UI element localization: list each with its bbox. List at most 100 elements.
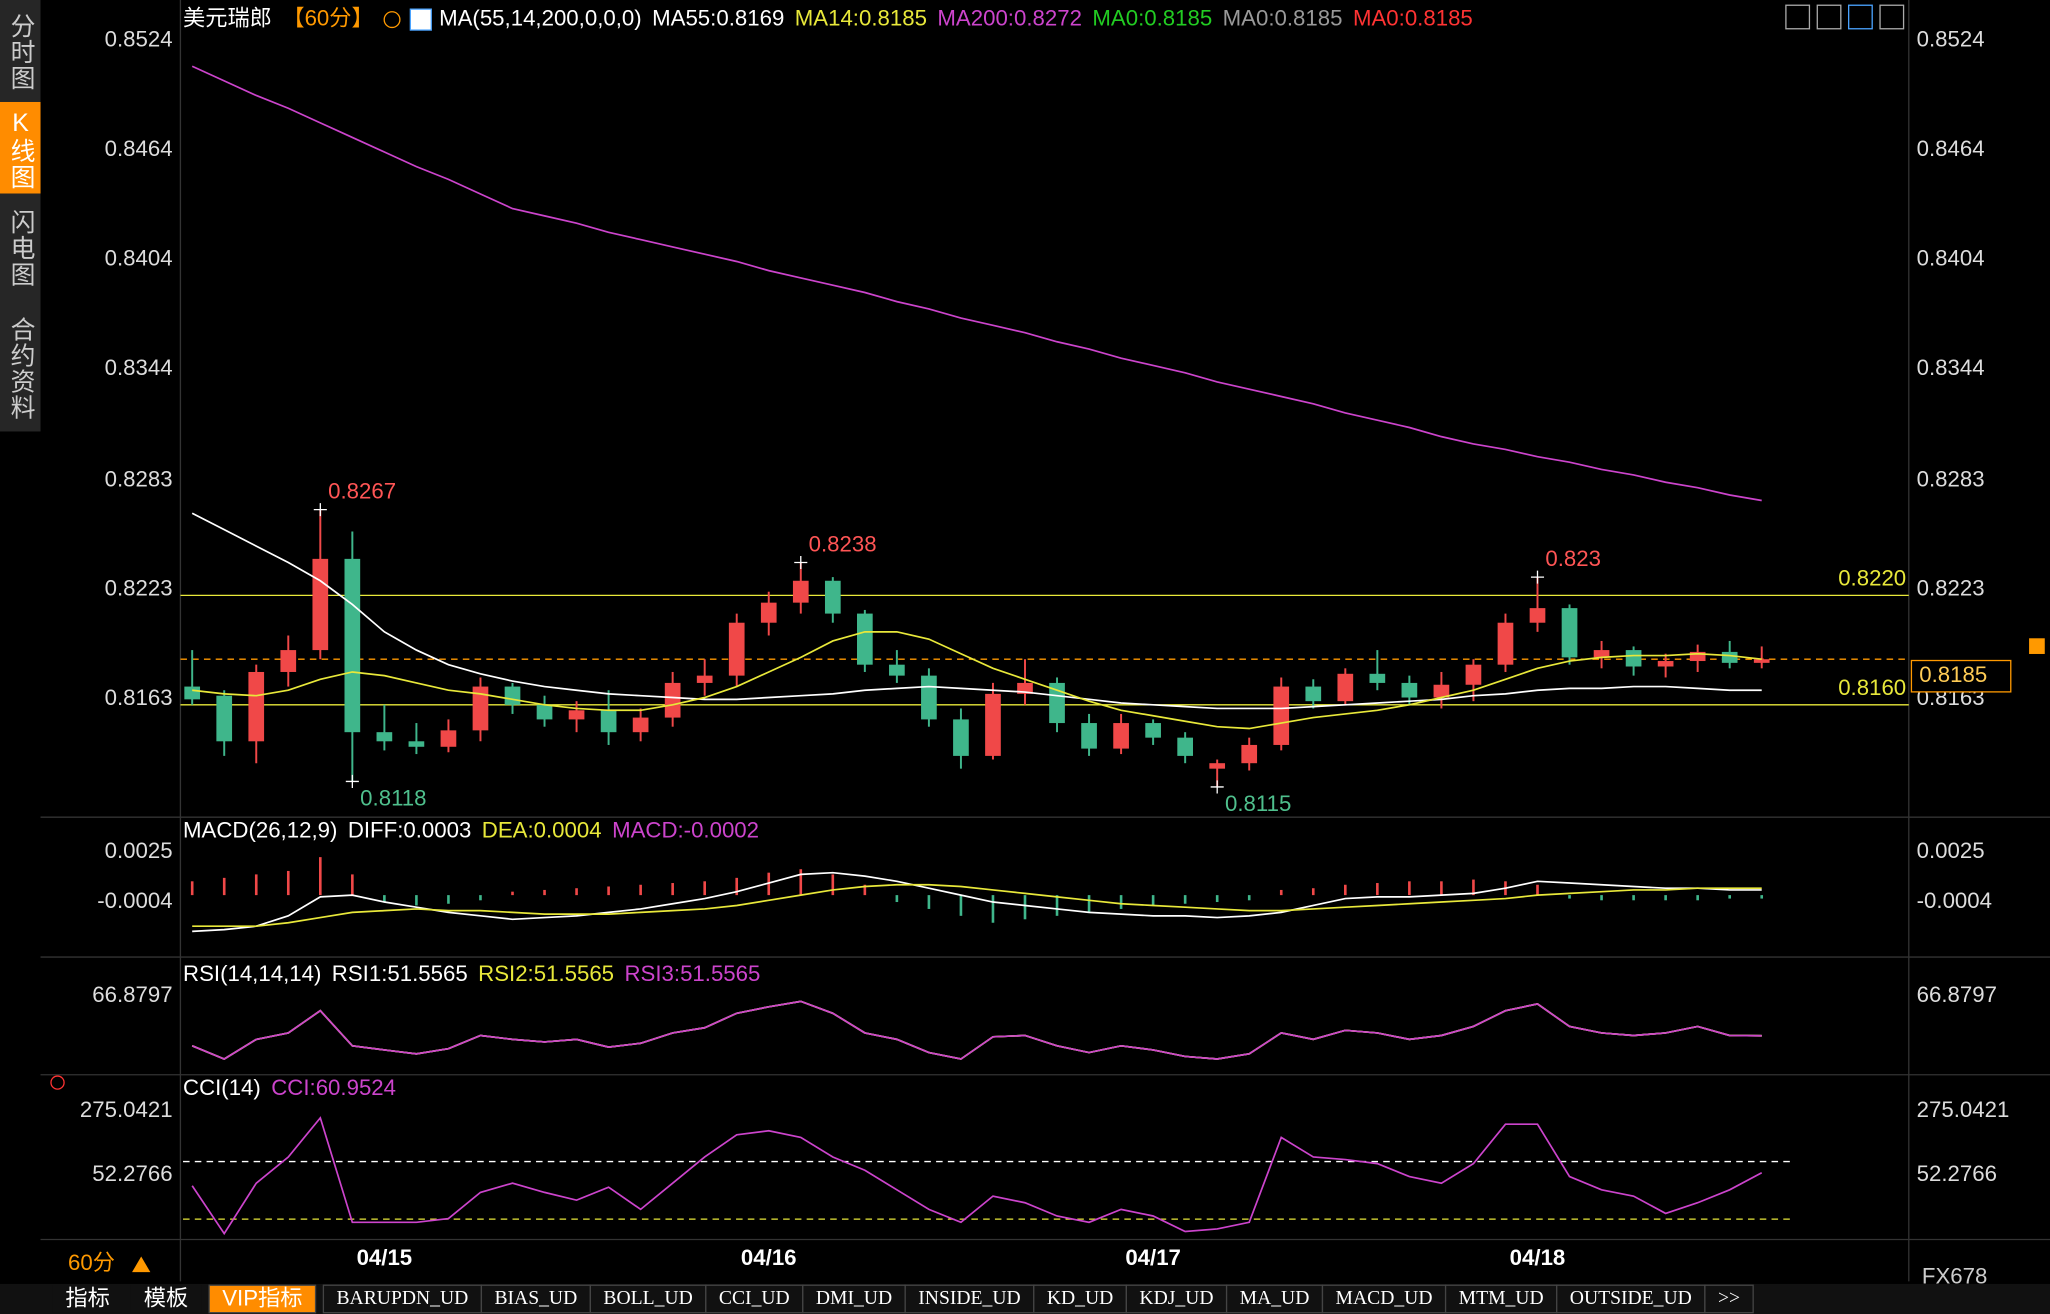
x-tick-label: 04/16 [741, 1245, 797, 1270]
sidebar-tab[interactable]: 闪电图 [7, 209, 34, 288]
tab-background[interactable] [208, 1284, 317, 1314]
tab-background[interactable] [1125, 1284, 1228, 1314]
tab-background[interactable] [322, 1284, 483, 1314]
candle-body [376, 732, 393, 742]
sidebar-tab[interactable]: 合约资料 [7, 316, 35, 421]
add-icon[interactable] [383, 11, 401, 29]
high-label: 0.823 [1545, 546, 1601, 571]
tab-label[interactable]: BIAS_UD [494, 1288, 577, 1309]
tab-label[interactable]: MTM_UD [1459, 1288, 1544, 1309]
tab[interactable]: BARUPDN_UD [322, 1284, 483, 1314]
toolbar-icons[interactable] [1785, 4, 1905, 30]
icon[interactable] [1785, 4, 1811, 30]
tab-label[interactable]: DMI_UD [816, 1288, 892, 1309]
tab-background[interactable] [1444, 1284, 1558, 1314]
tab-background[interactable] [480, 1284, 591, 1314]
current-price-label: 0.8185 [1919, 662, 1987, 687]
candle-body [1337, 673, 1354, 702]
tab-label[interactable]: 模板 [144, 1285, 188, 1310]
candle-body [1273, 686, 1290, 745]
tab-background[interactable] [130, 1285, 202, 1313]
candle-body [1497, 622, 1514, 665]
candle-body [1241, 744, 1258, 764]
series-line [191, 65, 1762, 502]
tab[interactable]: KDJ_UD [1125, 1284, 1228, 1314]
tab-label[interactable]: >> [1718, 1288, 1740, 1309]
icon[interactable] [1848, 4, 1873, 30]
period-selector[interactable]: 60分 [68, 1250, 115, 1275]
candle-body [792, 580, 809, 603]
tab[interactable]: BIAS_UD [480, 1284, 591, 1314]
tab-label[interactable]: INSIDE_UD [918, 1288, 1020, 1309]
tab[interactable]: MACD_UD [1321, 1284, 1447, 1314]
tab[interactable]: BOLL_UD [589, 1284, 707, 1314]
tab[interactable]: >> [1704, 1284, 1754, 1314]
tab[interactable]: CCI_UD [705, 1284, 804, 1314]
tab-background[interactable] [1033, 1284, 1128, 1314]
tab[interactable]: MTM_UD [1444, 1284, 1558, 1314]
legend-entry: MACD:-0.0002 [612, 817, 759, 842]
extreme-marker [794, 555, 808, 570]
sidebar-tab[interactable]: K线图 [7, 110, 34, 191]
sidebar-tab-active [0, 101, 41, 194]
tab[interactable]: OUTSIDE_UD [1556, 1284, 1706, 1314]
candle-body [408, 741, 425, 747]
candle-body [1625, 650, 1642, 667]
low-label: 0.8118 [360, 786, 426, 811]
chart-title: RSI(14,14,14) [183, 961, 321, 986]
tab[interactable]: INSIDE_UD [904, 1284, 1035, 1314]
tab-background[interactable] [904, 1284, 1035, 1314]
tab[interactable]: MA_UD [1225, 1284, 1324, 1314]
candle-body [1721, 651, 1738, 663]
tab-background[interactable] [802, 1284, 906, 1314]
tab[interactable]: 指标 [52, 1285, 123, 1313]
scroll-icon[interactable] [2029, 638, 2045, 654]
candle-body [184, 686, 201, 700]
tab-background[interactable] [52, 1285, 123, 1313]
tab-label[interactable]: KD_UD [1047, 1288, 1113, 1309]
icon[interactable] [1879, 4, 1905, 30]
candle-body [280, 650, 297, 672]
tab-label[interactable]: KDJ_UD [1139, 1288, 1213, 1309]
y-tick-label-right: 52.2766 [1917, 1161, 1997, 1186]
legend-entry: DIFF:0.0003 [348, 817, 471, 842]
tab-label[interactable]: BOLL_UD [603, 1288, 692, 1309]
tab-label[interactable]: 指标 [65, 1285, 109, 1310]
sidebar-tab[interactable]: 分时图 [7, 13, 34, 92]
candle-body [856, 613, 873, 665]
tab[interactable]: 模板 [130, 1285, 202, 1313]
candle-body [824, 580, 841, 614]
period-arrow[interactable] [132, 1256, 151, 1273]
y-tick-label: 0.8223 [105, 576, 173, 601]
period-label: 【60分】 [282, 5, 373, 30]
y-tick-label-right: 66.8797 [1917, 982, 1997, 1007]
y-tick-label: 0.8283 [105, 466, 173, 491]
tab[interactable]: VIP指标 [208, 1284, 317, 1314]
candle-body [1401, 682, 1418, 698]
tab[interactable]: KD_UD [1033, 1284, 1128, 1314]
candle-body [1017, 682, 1033, 694]
tab-background[interactable] [1225, 1284, 1324, 1314]
tab[interactable]: DMI_UD [802, 1284, 906, 1314]
series-line [192, 883, 1762, 928]
candle-body [472, 686, 489, 731]
indicator-label: MA(55,14,200,0,0,0) [439, 5, 642, 30]
candle-body [536, 704, 553, 720]
tab-label[interactable]: CCI_UD [719, 1288, 790, 1309]
series-line [191, 1116, 1763, 1236]
candle-body [1433, 684, 1450, 698]
tab-background[interactable] [1321, 1284, 1447, 1314]
tab-label[interactable]: BARUPDN_UD [336, 1288, 468, 1309]
icon[interactable] [1816, 4, 1842, 30]
tab-label[interactable]: VIP指标 [222, 1285, 302, 1310]
tab-label[interactable]: OUTSIDE_UD [1570, 1288, 1692, 1309]
tab-background[interactable] [1704, 1284, 1754, 1314]
extreme-marker [345, 774, 359, 788]
y-tick-label-right: -0.0004 [1917, 888, 1992, 913]
indicator-icon[interactable] [409, 8, 432, 31]
y-tick-label: 0.0025 [105, 838, 173, 863]
tab-label[interactable]: MA_UD [1240, 1288, 1310, 1309]
tab-label[interactable]: MACD_UD [1336, 1288, 1433, 1309]
candle-body [953, 719, 969, 756]
legend-entry: MA200:0.8272 [937, 5, 1082, 30]
